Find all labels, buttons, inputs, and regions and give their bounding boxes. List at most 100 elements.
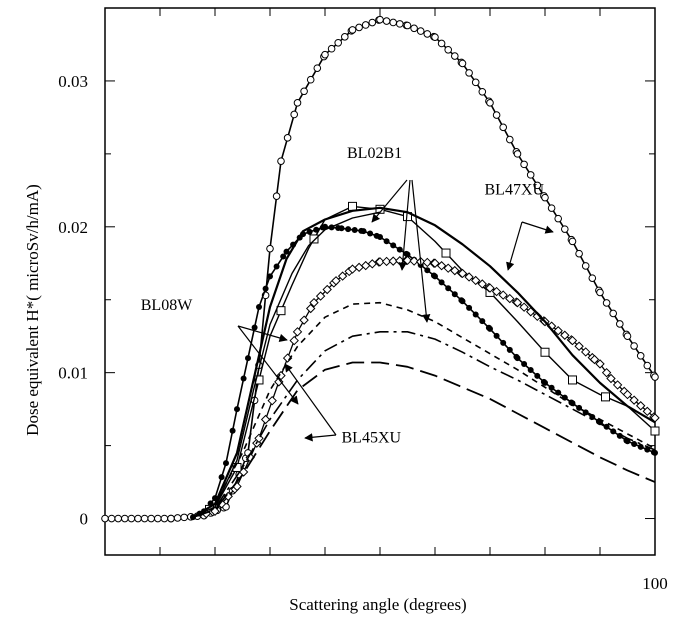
- data-point: [567, 335, 578, 346]
- data-point: [348, 26, 357, 34]
- data-point: [487, 325, 493, 332]
- data-point: [276, 370, 286, 381]
- data-point: [472, 311, 479, 318]
- data-point: [596, 288, 604, 297]
- data-point: [630, 342, 638, 350]
- data-point: [147, 514, 155, 523]
- data-point: [445, 285, 452, 292]
- series-short-dash: [192, 301, 656, 518]
- data-point: [262, 285, 269, 292]
- y-axis-label: Dose equivalent H*( microSv/h/mA): [23, 184, 42, 436]
- data-point: [505, 293, 515, 304]
- data-point: [554, 214, 563, 223]
- data-point: [424, 267, 431, 274]
- annotation-arrows: [237, 179, 554, 442]
- data-point: [254, 375, 264, 385]
- data-point: [245, 355, 251, 362]
- data-point: [167, 514, 175, 523]
- series-line: [192, 205, 656, 518]
- data-point: [238, 467, 249, 477]
- plot-frame: [104, 7, 656, 556]
- data-point: [289, 335, 299, 346]
- data-point: [389, 18, 398, 27]
- data-point: [486, 99, 494, 107]
- data-point: [223, 460, 229, 467]
- data-point: [580, 347, 591, 357]
- data-point: [437, 39, 446, 48]
- data-point: [280, 253, 287, 260]
- data-point: [560, 330, 570, 340]
- y-tick-label: 0.03: [58, 72, 88, 91]
- data-point: [309, 234, 319, 244]
- data-point: [555, 389, 562, 396]
- data-point: [652, 449, 658, 456]
- data-point: [588, 274, 597, 282]
- data-point: [410, 24, 418, 33]
- data-point: [595, 359, 605, 369]
- data-point: [160, 514, 169, 523]
- x-axis-label: Scattering angle (degrees): [289, 595, 466, 614]
- annotation-arrow: [398, 179, 411, 271]
- data-point: [331, 276, 341, 286]
- series-layer: [101, 15, 660, 523]
- data-point: [514, 355, 521, 362]
- data-point: [396, 246, 403, 253]
- data-point: [521, 361, 528, 368]
- data-point: [321, 50, 329, 59]
- data-point: [548, 384, 555, 391]
- annotation-arrow: [284, 363, 337, 436]
- data-point: [382, 17, 391, 25]
- series-long-dash: [192, 361, 656, 518]
- data-point: [375, 257, 385, 267]
- data-point: [240, 375, 247, 382]
- y-tick-labels: 0 0.01 0.02 0.03: [58, 72, 88, 529]
- data-point: [422, 257, 433, 268]
- data-point: [465, 69, 473, 77]
- data-point: [534, 372, 541, 379]
- data-point: [360, 260, 371, 271]
- data-point: [451, 291, 458, 298]
- data-point: [451, 52, 459, 60]
- data-point: [561, 225, 569, 233]
- data-point: [134, 514, 142, 523]
- annotation-label: BL08W: [141, 297, 193, 314]
- data-point: [403, 21, 412, 30]
- data-point: [272, 192, 281, 200]
- data-point: [180, 513, 188, 522]
- axis-ticks: [104, 8, 656, 555]
- data-point: [602, 299, 611, 307]
- data-point: [623, 332, 632, 341]
- data-point: [409, 256, 419, 266]
- data-point: [541, 193, 549, 202]
- series-solid-thick: [192, 206, 656, 519]
- data-point: [337, 271, 348, 281]
- annotation-arrow: [521, 221, 554, 234]
- data-point: [114, 514, 122, 523]
- data-point: [609, 309, 618, 318]
- data-point: [547, 204, 556, 212]
- annotation-arrow: [411, 179, 431, 323]
- x-tick-labels: 100: [642, 574, 668, 593]
- data-point: [506, 346, 513, 353]
- data-point: [477, 279, 488, 289]
- data-point: [140, 514, 149, 523]
- data-point: [345, 226, 352, 233]
- annotation-label: BL02B1: [347, 145, 402, 162]
- data-point: [581, 262, 590, 270]
- data-point: [313, 64, 322, 72]
- data-point: [444, 45, 453, 54]
- annotation-label: BL45XU: [342, 430, 402, 447]
- x-tick-label: 100: [642, 574, 668, 593]
- data-point: [527, 366, 534, 373]
- data-point: [376, 15, 384, 24]
- data-point: [388, 256, 398, 266]
- data-point: [367, 230, 374, 237]
- data-point: [520, 160, 528, 169]
- annotation-labels: BL02B1 BL47XU BL08W BL45XU: [141, 145, 545, 446]
- data-point: [464, 272, 474, 282]
- data-point: [431, 33, 439, 41]
- data-point: [396, 20, 404, 28]
- data-point: [582, 409, 589, 416]
- data-point: [459, 298, 466, 305]
- data-point: [234, 406, 240, 413]
